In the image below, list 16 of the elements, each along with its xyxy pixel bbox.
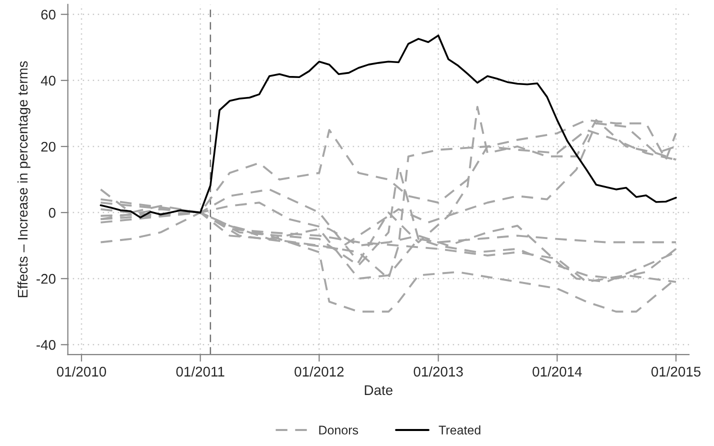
x-axis-title: Date [364,385,392,396]
y-tick-label: 60 [41,10,56,20]
y-tick-label: 0 [48,208,56,218]
y-tick-label: 40 [40,76,56,86]
legend-label: Donors [319,426,358,435]
y-axis-title: Effects – Increase in percentage terms [17,61,30,298]
x-tick-label: 01/2012 [294,366,344,377]
x-tick-label: 01/2014 [532,366,582,377]
x-tick-label: 01/2010 [56,366,106,377]
x-tick-label: 01/2011 [176,366,224,377]
legend-label: Treated [438,425,480,435]
y-tick-label: -20 [36,274,56,284]
y-tick-label: 20 [41,142,56,152]
y-tick-label: -40 [36,340,56,350]
x-tick-label: 01/2013 [414,366,463,377]
x-tick-label: 01/2015 [651,366,701,377]
